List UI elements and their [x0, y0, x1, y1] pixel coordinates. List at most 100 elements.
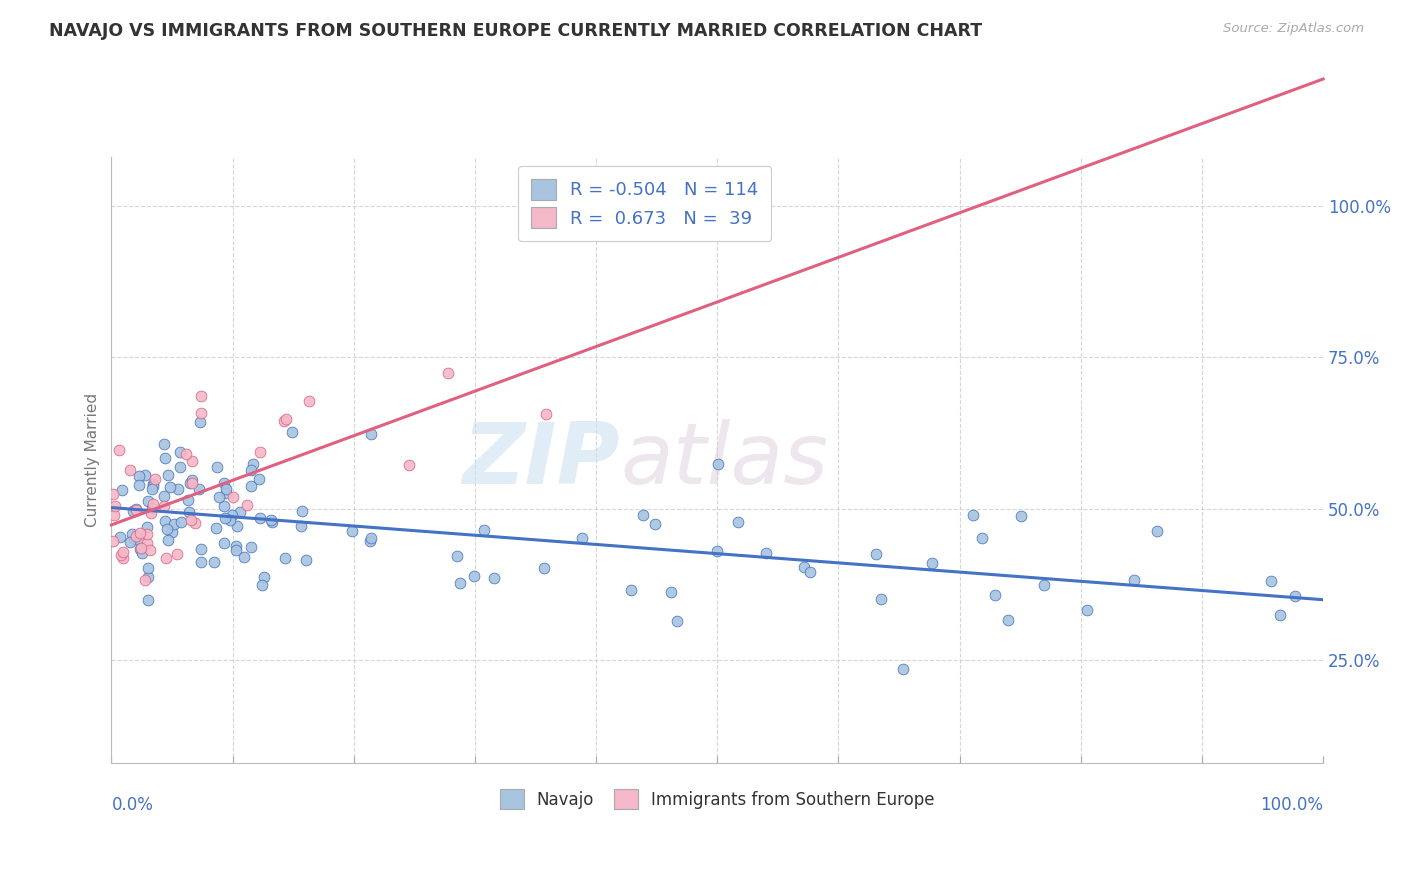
Point: [121, 526, 143, 541]
Point: [134, 574, 156, 588]
Point: [139, 542, 162, 557]
Point: [152, 499, 174, 513]
Point: [190, 542, 212, 557]
Point: [1010, 508, 1032, 523]
Point: [340, 524, 363, 538]
Text: ZIP: ZIP: [463, 418, 620, 501]
Point: [156, 522, 179, 536]
Point: [214, 476, 236, 491]
Point: [472, 523, 495, 537]
Point: [125, 528, 148, 542]
Point: [142, 497, 165, 511]
Point: [101, 487, 124, 501]
Point: [1123, 573, 1146, 587]
Point: [870, 592, 893, 607]
Point: [247, 472, 270, 486]
Point: [706, 544, 728, 558]
Point: [865, 548, 887, 562]
Point: [1260, 574, 1282, 589]
Text: 100.0%: 100.0%: [1260, 797, 1323, 814]
Point: [534, 408, 557, 422]
Point: [122, 532, 145, 546]
Point: [276, 412, 298, 426]
Point: [190, 406, 212, 420]
Point: [1146, 524, 1168, 538]
Point: [360, 532, 382, 546]
Point: [437, 366, 460, 380]
Point: [273, 551, 295, 566]
Point: [142, 479, 165, 493]
Point: [143, 472, 166, 486]
Point: [202, 555, 225, 569]
Point: [398, 458, 420, 472]
Point: [620, 582, 643, 597]
Point: [163, 517, 186, 532]
Point: [136, 561, 159, 575]
Text: NAVAJO VS IMMIGRANTS FROM SOUTHERN EUROPE CURRENTLY MARRIED CORRELATION CHART: NAVAJO VS IMMIGRANTS FROM SOUTHERN EUROP…: [49, 22, 983, 40]
Point: [239, 463, 262, 477]
Point: [128, 533, 150, 547]
Point: [236, 499, 259, 513]
Point: [290, 519, 312, 533]
Point: [249, 511, 271, 525]
Point: [921, 556, 943, 570]
Point: [118, 463, 141, 477]
Point: [124, 503, 146, 517]
Point: [204, 521, 226, 535]
Point: [1268, 607, 1291, 622]
Legend: Navajo, Immigrants from Southern Europe: Navajo, Immigrants from Southern Europe: [494, 783, 941, 815]
Point: [129, 526, 152, 541]
Point: [190, 389, 212, 403]
Point: [141, 501, 163, 516]
Point: [225, 540, 247, 554]
Point: [128, 469, 150, 483]
Point: [110, 548, 132, 562]
Point: [136, 493, 159, 508]
Point: [233, 550, 256, 565]
Point: [159, 480, 181, 494]
Point: [122, 504, 145, 518]
Point: [170, 516, 193, 530]
Point: [141, 482, 163, 496]
Text: atlas: atlas: [620, 418, 828, 501]
Point: [240, 540, 263, 554]
Point: [1033, 578, 1056, 592]
Point: [260, 513, 283, 527]
Text: 0.0%: 0.0%: [111, 797, 153, 814]
Point: [153, 489, 176, 503]
Point: [136, 593, 159, 607]
Y-axis label: Currently Married: Currently Married: [86, 393, 100, 527]
Point: [131, 545, 153, 559]
Point: [157, 533, 180, 547]
Point: [136, 536, 159, 550]
Point: [446, 549, 468, 563]
Point: [997, 613, 1019, 627]
Point: [218, 513, 240, 527]
Point: [666, 614, 689, 628]
Point: [155, 551, 177, 566]
Point: [169, 459, 191, 474]
Point: [799, 565, 821, 579]
Point: [187, 482, 209, 496]
Point: [891, 662, 914, 676]
Point: [112, 545, 135, 559]
Point: [207, 460, 229, 475]
Point: [755, 545, 778, 559]
Point: [129, 541, 152, 555]
Point: [727, 516, 749, 530]
Point: [134, 468, 156, 483]
Point: [128, 477, 150, 491]
Point: [136, 570, 159, 584]
Point: [166, 548, 188, 562]
Point: [101, 533, 124, 548]
Point: [249, 445, 271, 459]
Point: [661, 584, 683, 599]
Point: [153, 514, 176, 528]
Point: [129, 542, 152, 557]
Point: [281, 425, 304, 439]
Point: [360, 426, 382, 441]
Point: [240, 479, 263, 493]
Point: [188, 416, 211, 430]
Point: [136, 526, 159, 541]
Point: [1284, 589, 1306, 603]
